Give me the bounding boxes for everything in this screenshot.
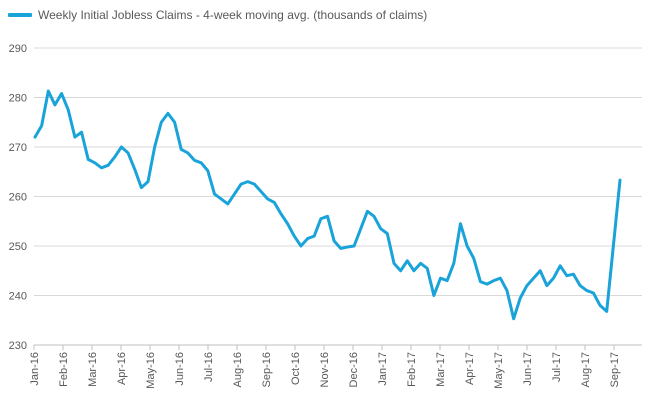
y-tick-label: 250 (9, 241, 27, 253)
x-tick-label: May-17 (493, 352, 505, 389)
x-tick-label: Nov-16 (319, 352, 331, 387)
y-axis-ticks: 230 240 250 260 270 280 290 (9, 43, 27, 352)
legend-label: Weekly Initial Jobless Claims - 4-week m… (38, 8, 428, 22)
x-tick-label: Jan-17 (377, 352, 389, 386)
x-tick-label: Dec-16 (348, 352, 360, 387)
x-tick-label: Apr-17 (464, 352, 476, 385)
x-tick-label: Aug-16 (232, 352, 244, 387)
x-tick-label: Sep-17 (609, 352, 621, 387)
x-tick-label: Apr-16 (116, 352, 128, 385)
y-tick-label: 290 (9, 43, 27, 55)
x-tick-label: Feb-17 (406, 352, 418, 387)
y-tick-label: 230 (9, 340, 27, 352)
x-tick-label: Sep-16 (261, 352, 273, 387)
x-axis-ticks: Jan-16 Feb-16 Mar-16 Apr-16 May-16 Jun-16 Jul-… (29, 352, 621, 389)
series-layer (33, 89, 622, 321)
y-tick-label: 260 (9, 192, 27, 204)
x-tick-label: May-16 (145, 352, 157, 389)
x-axis (33, 344, 642, 350)
legend: Weekly Initial Jobless Claims - 4-week m… (8, 6, 427, 24)
x-tick-label: Feb-16 (58, 352, 70, 387)
y-tick-label: 280 (9, 93, 27, 105)
x-tick-label: Jul-16 (203, 352, 215, 382)
x-tick-label: Oct-16 (290, 352, 302, 385)
x-tick-label: Mar-17 (435, 352, 447, 387)
y-tick-label: 240 (9, 291, 27, 303)
x-tick-label: Jun-16 (174, 352, 186, 386)
x-tick-label: Aug-17 (580, 352, 592, 387)
x-tick-label: Jul-17 (551, 352, 563, 382)
gridlines (34, 47, 642, 296)
x-tick-label: Jan-16 (29, 352, 41, 386)
x-tick-label: Mar-16 (87, 352, 99, 387)
series-line-0 (33, 89, 622, 321)
y-tick-label: 270 (9, 142, 27, 154)
x-tick-label: Jun-17 (522, 352, 534, 386)
legend-swatch (8, 13, 32, 17)
